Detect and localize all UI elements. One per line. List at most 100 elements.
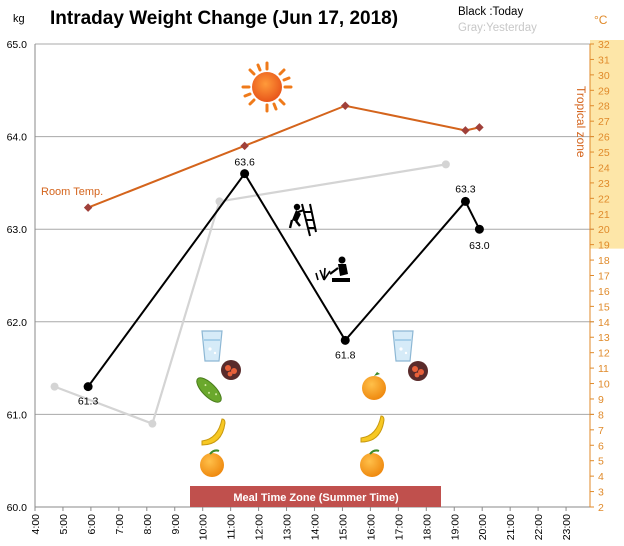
y-right-tick-label: 3: [598, 487, 604, 499]
legend-today: Black :Today: [458, 6, 523, 18]
today-data-label: 63.0: [469, 240, 490, 252]
series-yesterday: [50, 160, 450, 428]
yesterday-point: [441, 160, 450, 169]
room-temp-label: Room Temp.: [41, 186, 103, 198]
x-tick-label: 8:00: [142, 514, 154, 535]
mango-icon: [360, 449, 384, 477]
left-axis-unit: kg: [13, 13, 25, 25]
temperature-point: [475, 123, 484, 132]
y-right-tick-label: 20: [598, 224, 610, 236]
y-right-tick-label: 30: [598, 70, 610, 82]
y-left-tick-label: 63.0: [7, 224, 28, 236]
x-tick-label: 5:00: [58, 514, 70, 535]
today-point: [474, 224, 484, 234]
y-right-tick-label: 4: [598, 471, 604, 483]
x-tick-label: 12:00: [254, 514, 266, 540]
x-tick-label: 17:00: [393, 514, 405, 540]
series-today: 61.3 63.6 61.8 63.3 63.0: [78, 157, 490, 408]
y-right-tick-label: 26: [598, 132, 610, 144]
gardening-icon: [315, 256, 350, 282]
x-tick-label: 15:00: [337, 514, 349, 540]
y-right-tick-label: 14: [598, 317, 610, 329]
temperature-point: [240, 141, 249, 151]
y-right-tick-label: 6: [598, 440, 604, 452]
y-left-tick-label: 62.0: [7, 317, 28, 329]
x-tick-label: 18:00: [421, 514, 433, 540]
y-right-tick-label: 7: [598, 425, 604, 437]
meal-time-zone-bar: [190, 486, 441, 507]
tropical-zone-band: [590, 40, 624, 249]
y-right-tick-label: 17: [598, 271, 610, 283]
today-point: [460, 196, 470, 206]
yesterday-point: [215, 197, 224, 206]
tomato-icon: [221, 360, 241, 380]
y-right-tick-label: 11: [598, 363, 609, 375]
right-axis-unit: °C: [594, 13, 608, 27]
today-data-label: 61.8: [335, 349, 356, 361]
y-left-tick-label: 60.0: [7, 502, 28, 514]
today-point: [83, 382, 93, 392]
y-right-tick-label: 2: [598, 502, 604, 514]
today-data-label: 63.3: [455, 183, 476, 195]
temperature-point: [83, 203, 93, 212]
x-tick-label: 4:00: [30, 514, 42, 535]
y-right-tick-label: 22: [598, 193, 610, 205]
cucumber-icon: [196, 377, 222, 403]
x-tick-label: 16:00: [365, 514, 377, 540]
y-right-tick-label: 13: [598, 332, 610, 344]
y-right-tick-label: 18: [598, 255, 610, 267]
temperature-point: [461, 126, 470, 135]
climbing-ladder-icon: [288, 203, 317, 237]
x-tick-label: 20:00: [477, 514, 489, 540]
yesterday-line: [54, 163, 447, 426]
yesterday-point: [148, 419, 157, 428]
y-right-tick-label: 23: [598, 178, 610, 190]
y-right-tick-label: 32: [598, 39, 610, 51]
banana-icon: [360, 415, 385, 443]
tropical-zone-label: Tropical zone: [574, 86, 588, 158]
y-right-tick-label: 29: [598, 85, 610, 97]
x-tick-label: 23:00: [561, 514, 573, 540]
y-right-tick-label: 19: [598, 240, 610, 252]
x-tick-label: 19:00: [449, 514, 461, 540]
y-right-tick-label: 9: [598, 394, 604, 406]
y-left-tick-label: 61.0: [7, 409, 28, 421]
y-left-tick-label: 65.0: [7, 39, 28, 51]
chart-title: Intraday Weight Change (Jun 17, 2018): [50, 8, 398, 29]
x-tick-label: 6:00: [86, 514, 98, 535]
yesterday-point: [50, 382, 59, 391]
y-right-tick-label: 21: [598, 209, 610, 221]
today-line: [87, 171, 481, 388]
legend-yesterday: Gray:Yesterday: [458, 22, 537, 34]
x-tick-label: 14:00: [310, 514, 322, 540]
x-tick-label: 10:00: [198, 514, 210, 540]
y-right-tick-label: 25: [598, 147, 610, 159]
x-tick-label: 7:00: [114, 514, 126, 535]
y-right-tick-label: 12: [598, 348, 610, 360]
water-glass-icon: [201, 330, 223, 362]
x-tick-label: 9:00: [170, 514, 182, 535]
y-right-tick-label: 8: [598, 409, 604, 421]
temperature-point: [341, 101, 350, 110]
today-point: [340, 335, 350, 345]
x-tick-label: 11:00: [226, 514, 238, 540]
y-right-tick-label: 28: [598, 101, 610, 113]
x-tick-label: 13:00: [282, 514, 294, 540]
water-glass-icon: [392, 330, 414, 362]
sun-icon: [241, 61, 293, 113]
x-tick-label: 21:00: [505, 514, 517, 540]
meal-time-zone-label: Meal Time Zone (Summer Time): [233, 492, 399, 504]
orange-fruit-icon: [362, 372, 386, 400]
y-right-tick-label: 16: [598, 286, 610, 298]
right-axis: 3231302928272625242322212019181716151413…: [589, 39, 610, 514]
today-point: [240, 169, 250, 179]
x-axis: 4:00 5:00 6:00 7:00 8:00 9:00 10:00 11:00 12:00 1…: [30, 507, 573, 540]
today-data-label: 61.3: [78, 396, 99, 408]
y-left-tick-label: 64.0: [7, 132, 28, 144]
left-axis: 65.0 64.0 63.0 62.0 61.0 60.0: [7, 39, 594, 514]
series-temperature: [83, 101, 484, 212]
y-right-tick-label: 24: [598, 162, 610, 174]
today-data-label: 63.6: [234, 157, 255, 169]
banana-icon: [201, 418, 226, 446]
